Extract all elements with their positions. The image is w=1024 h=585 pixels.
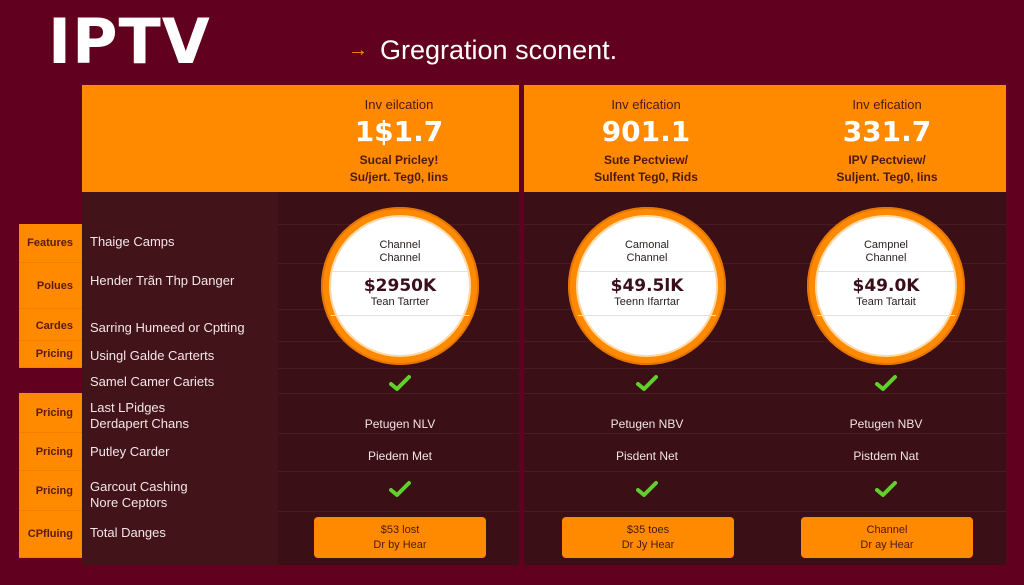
feature-label: Nore Ceptors <box>90 495 168 510</box>
plan-2-cell: Petugen NBV <box>610 417 684 431</box>
plan-header-1: Inv eilcation 1$1.7 Sucal Pricley! Su/je… <box>82 85 519 192</box>
feature-label: Last LPidges <box>90 400 166 415</box>
check-icon <box>636 481 658 497</box>
plan-3-cta-button[interactable]: Channel Dr ay Hear <box>801 517 973 558</box>
check-icon <box>875 481 897 497</box>
tab-cpfluing[interactable]: CPfluing <box>19 511 82 558</box>
feature-label: Garcout Cashing <box>90 479 188 494</box>
price-badge-3: Campnel Channel $49.0K Team Tartait <box>807 207 965 365</box>
brand-logo: IPTV <box>48 5 211 78</box>
cta-line1: $53 lost <box>380 523 420 536</box>
cta-line2: Dr ay Hear <box>860 538 914 551</box>
feature-label: Hender Trãn Thp Danger <box>90 273 235 288</box>
plan-line1: Sute Pectview/ <box>603 153 689 167</box>
column-divider <box>519 85 524 565</box>
badge-line2: Channel <box>379 252 421 264</box>
plan-2-cta-button[interactable]: $35 toes Dr Jy Hear <box>562 517 734 558</box>
badge-line1: Camonal <box>624 239 670 251</box>
plan-1-cell: Piedem Met <box>367 449 433 463</box>
plan-header-2: Inv efication 901.1 Sute Pectview/ Sulfe… <box>524 85 769 192</box>
plan-value: 901.1 <box>601 115 691 148</box>
plan-value: 331.7 <box>842 115 932 148</box>
plan-line1: IPV Pectview/ <box>848 153 926 167</box>
plan-caption: Inv eilcation <box>364 97 434 112</box>
feature-label: Usingl Galde Carterts <box>90 348 215 363</box>
plan-caption: Inv efication <box>852 97 922 112</box>
plan-value: 1$1.7 <box>354 115 444 148</box>
badge-line2: Channel <box>626 252 668 264</box>
arrow-right-icon: → <box>348 39 368 61</box>
check-icon <box>389 481 411 497</box>
cta-line1: $35 toes <box>626 523 670 536</box>
tab-features[interactable]: Features <box>19 224 82 263</box>
subtitle-text: Gregration sconent. <box>380 35 618 65</box>
plan-line1: Sucal Pricley! <box>359 153 439 167</box>
cta-line2: Dr Jy Hear <box>621 538 675 551</box>
badge-line1: Channel <box>379 239 421 251</box>
feature-label: Putley Carder <box>90 444 170 459</box>
tab-cardes[interactable]: Cardes <box>19 309 82 341</box>
comparison-table: Inv eilcation 1$1.7 Sucal Pricley! Su/je… <box>82 85 1006 565</box>
plan-1-cell: Petugen NLV <box>364 417 436 431</box>
badge-line1: Campnel <box>863 239 909 251</box>
badge-price: $49.0K <box>852 276 920 296</box>
tab-pricing-4[interactable]: Pricing <box>19 471 82 511</box>
plan-line2: Su/jert. Teg0, Iins <box>349 170 449 184</box>
badge-price: $49.5lK <box>610 276 684 296</box>
plan-3-cell: Petugen NBV <box>849 417 923 431</box>
check-icon <box>875 375 897 391</box>
plan-1-cta-button[interactable]: $53 lost Dr by Hear <box>314 517 486 558</box>
cta-line1: Channel <box>866 523 908 536</box>
badge-price: $2950K <box>363 276 437 296</box>
tab-pricing-2[interactable]: Pricing <box>19 393 82 433</box>
feature-column: Thaige Camps Hender Trãn Thp Danger Sarr… <box>82 192 278 565</box>
badge-tag: Teenn Ifarrtar <box>614 296 680 308</box>
feature-label: Total Danges <box>90 525 166 540</box>
feature-label: Derdapert Chans <box>90 416 189 431</box>
badge-tag: Tean Tarrter <box>370 296 430 308</box>
cta-line2: Dr by Hear <box>373 538 427 551</box>
feature-label: Samel Camer Cariets <box>90 374 215 389</box>
tab-pricing-1[interactable]: Pricing <box>19 341 82 368</box>
plan-line2: Suljent. Teg0, Iins <box>836 170 938 184</box>
plan-line2: Sulfent Teg0, Rids <box>594 170 698 184</box>
feature-label: Sarring Humeed or Cptting <box>90 320 245 335</box>
plan-3-cell: Pistdem Nat <box>853 449 919 463</box>
check-icon <box>636 375 658 391</box>
feature-label: Thaige Camps <box>90 234 175 249</box>
plan-header-3: Inv efication 331.7 IPV Pectview/ Suljen… <box>769 85 1006 192</box>
page-subtitle: → Gregration sconent. <box>348 34 617 66</box>
tab-pricing-3[interactable]: Pricing <box>19 433 82 471</box>
price-badge-1: Channel Channel $2950K Tean Tarrter <box>321 207 479 365</box>
plan-2-cell: Pisdent Net <box>615 449 679 463</box>
check-icon <box>389 375 411 391</box>
badge-line2: Channel <box>865 252 907 264</box>
tab-polues[interactable]: Polues <box>19 263 82 309</box>
plan-caption: Inv efication <box>611 97 681 112</box>
badge-tag: Team Tartait <box>856 296 916 308</box>
price-badge-2: Camonal Channel $49.5lK Teenn Ifarrtar <box>568 207 726 365</box>
